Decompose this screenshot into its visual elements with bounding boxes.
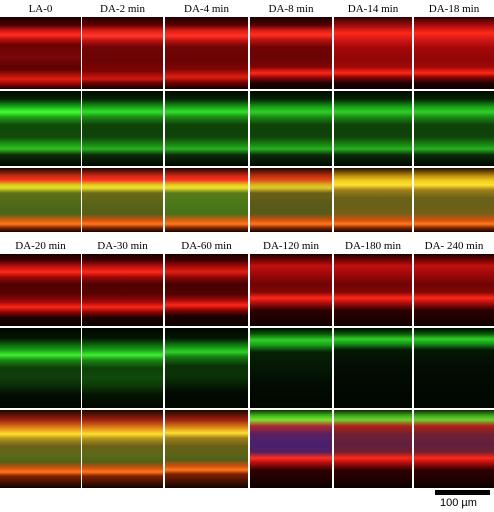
- panel-top-red-da-8: [250, 17, 332, 89]
- column-label-da-30: DA-30 min: [97, 240, 148, 252]
- column-label-da-60: DA-60 min: [181, 240, 232, 252]
- panel-top-red-da-2: [82, 17, 163, 89]
- panel-bottom-red-da-30: [82, 254, 163, 326]
- column-label-da-4: DA-4 min: [184, 3, 229, 15]
- panel-bottom-green-da-60: [165, 328, 248, 408]
- column-label-da-180: DA-180 min: [345, 240, 401, 252]
- panel-bottom-red-da-120: [250, 254, 332, 326]
- panel-top-green-da-2: [82, 91, 163, 166]
- panel-top-merge-da-14: [334, 168, 412, 232]
- panel-top-merge-da-4: [165, 168, 248, 232]
- panel-top-red-la-0: [0, 17, 81, 89]
- panel-bottom-red-da-240: [414, 254, 494, 326]
- panel-top-merge-da-18: [414, 168, 494, 232]
- panel-bottom-green-da-30: [82, 328, 163, 408]
- scale-bar: [435, 490, 490, 495]
- panel-bottom-merge-da-60: [165, 410, 248, 488]
- panel-bottom-merge-da-120: [250, 410, 332, 488]
- panel-top-red-da-18: [414, 17, 494, 89]
- panel-bottom-green-da-20: [0, 328, 81, 408]
- panel-top-green-da-14: [334, 91, 412, 166]
- panel-top-green-la-0: [0, 91, 81, 166]
- panel-bottom-red-da-60: [165, 254, 248, 326]
- panel-bottom-green-da-240: [414, 328, 494, 408]
- panel-bottom-merge-da-20: [0, 410, 81, 488]
- column-label-da-14: DA-14 min: [347, 3, 399, 15]
- panel-top-red-da-4: [165, 17, 248, 89]
- column-label-da-2: DA-2 min: [100, 3, 145, 15]
- column-label-da-120: DA-120 min: [263, 240, 319, 252]
- column-label-da-20: DA-20 min: [15, 240, 66, 252]
- panel-bottom-merge-da-30: [82, 410, 163, 488]
- panel-top-merge-la-0: [0, 168, 81, 232]
- column-label-da-240: DA- 240 min: [424, 240, 484, 252]
- panel-top-green-da-18: [414, 91, 494, 166]
- panel-top-merge-da-2: [82, 168, 163, 232]
- panel-top-merge-da-8: [250, 168, 332, 232]
- panel-bottom-merge-da-240: [414, 410, 494, 488]
- column-label-la-0: LA-0: [28, 3, 53, 15]
- column-label-da-8: DA-8 min: [268, 3, 314, 15]
- panel-top-green-da-8: [250, 91, 332, 166]
- scale-bar-label: 100 µm: [440, 497, 477, 509]
- panel-top-green-da-4: [165, 91, 248, 166]
- panel-bottom-red-da-180: [334, 254, 412, 326]
- panel-bottom-green-da-180: [334, 328, 412, 408]
- panel-top-red-da-14: [334, 17, 412, 89]
- panel-bottom-merge-da-180: [334, 410, 412, 488]
- panel-bottom-green-da-120: [250, 328, 332, 408]
- panel-bottom-red-da-20: [0, 254, 81, 326]
- column-label-da-18: DA-18 min: [428, 3, 480, 15]
